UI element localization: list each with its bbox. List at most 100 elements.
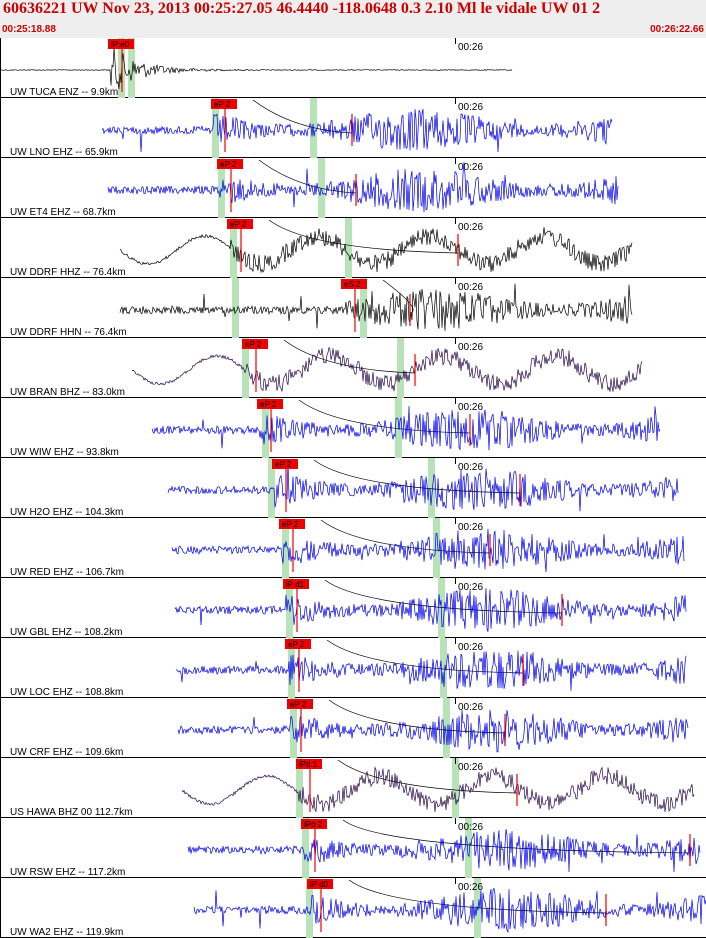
station-label: UW H2O EHZ -- 104.3km [10, 507, 123, 518]
station-label: US HAWA BHZ 00 112.7km [10, 807, 132, 818]
pick-marker[interactable] [272, 459, 298, 469]
station-label: UW LOC EHZ -- 108.8km [10, 687, 123, 698]
pick-marker[interactable] [242, 339, 268, 349]
pick-label: eP 2 [214, 100, 231, 109]
event-title: 60636221 UW Nov 23, 2013 00:25:27.05 46.… [3, 0, 601, 17]
trace-row: 00:26 eP 2 UW RED EHZ -- 106.7km [0, 518, 706, 578]
station-label: UW GBL EHZ -- 108.2km [10, 627, 122, 638]
pick-label: eP 2 [230, 220, 247, 229]
pick-marker[interactable] [307, 879, 333, 889]
travel-time-curve [258, 159, 357, 194]
waveform [187, 829, 701, 873]
travel-time-curve [342, 819, 691, 854]
phase-window [296, 758, 303, 818]
waveform [119, 283, 633, 331]
pick-marker[interactable] [296, 759, 322, 769]
minute-label: 00:26 [458, 882, 483, 893]
phase-window [443, 698, 450, 758]
trace-row: 00:26 eP 2 UW ET4 EHZ -- 68.7km [0, 158, 706, 218]
pick-label: iPd 1 [299, 760, 318, 769]
waveform [181, 766, 695, 813]
phase-window [318, 158, 325, 218]
trace-row: 00:26 eP 2 UW CRF EHZ -- 109.6km [0, 698, 706, 758]
pick-label: iP d0 [310, 880, 329, 889]
phase-window [232, 278, 239, 338]
end-time: 00:26:22.66 [650, 24, 704, 35]
pick-label: iP d1 [286, 580, 305, 589]
phase-window [242, 338, 249, 398]
travel-time-curve [283, 339, 416, 374]
minute-label: 00:26 [458, 702, 483, 713]
phase-window [282, 518, 289, 578]
phase-window [306, 878, 313, 938]
station-label: UW RED EHZ -- 106.7km [10, 567, 124, 578]
header-bar: 60636221 UW Nov 23, 2013 00:25:27.05 46.… [0, 0, 706, 38]
minute-label: 00:26 [458, 342, 483, 353]
trace-row: 00:26 eP 2 UW BRAN BHZ -- 83.0km [0, 338, 706, 398]
trace-row: 00:26 eP 2 UW DDRF HHZ -- 76.4km [0, 218, 706, 278]
travel-time-curve [320, 519, 491, 554]
station-label: UW WIW EHZ -- 93.8km [10, 447, 119, 458]
pick-label: eP 2 [282, 520, 299, 529]
pick-marker[interactable] [217, 159, 243, 169]
waveform [193, 887, 706, 934]
phase-window [218, 158, 225, 218]
travel-time-curve [268, 219, 459, 254]
travel-time-curve [337, 759, 518, 794]
trace-row: 00:26 iPd 1 US HAWA BHZ 00 112.7km [0, 758, 706, 818]
waveform [151, 406, 661, 451]
phase-window [428, 458, 435, 518]
waveform [101, 108, 613, 153]
pick-marker[interactable] [341, 279, 367, 289]
phase-window [262, 398, 269, 458]
pick-marker[interactable] [283, 579, 309, 589]
phase-window [452, 758, 459, 818]
phase-window [465, 818, 472, 878]
pick-marker[interactable] [301, 819, 327, 829]
travel-time-curve [324, 579, 563, 614]
pick-marker[interactable] [285, 639, 311, 649]
minute-label: 00:26 [458, 762, 483, 773]
phase-window [440, 638, 447, 698]
station-label: UW RSW EHZ -- 117.2km [10, 867, 125, 878]
trace-row: 00:26 iP d0 UW WA2 EHZ -- 119.9km [0, 878, 706, 938]
minute-label: 00:26 [458, 462, 483, 473]
waveform [175, 650, 687, 691]
pick-label: eP 2 [245, 340, 262, 349]
pick-label: eP 2 [220, 160, 237, 169]
station-label: UW TUCA ENZ -- 9.9km [10, 87, 118, 98]
pick-marker[interactable] [108, 39, 134, 49]
minute-label: 00:26 [458, 522, 483, 533]
station-label: UW CRF EHZ -- 109.6km [10, 747, 123, 758]
pick-label: eP 2 [275, 460, 292, 469]
station-label: UW ET4 EHZ -- 68.7km [10, 207, 116, 218]
waveform [174, 588, 687, 632]
pick-marker[interactable] [257, 399, 283, 409]
pick-label: iPd 2 [304, 820, 323, 829]
phase-window [302, 818, 309, 878]
minute-label: 00:26 [458, 402, 483, 413]
phase-window [128, 38, 135, 98]
trace-row: 00:26 iP:e0 UW TUCA ENZ -- 9.9km [0, 38, 706, 98]
waveform [0, 47, 513, 90]
travel-time-curve [313, 459, 521, 494]
phase-window [433, 518, 440, 578]
station-label: UW BRAN BHZ -- 83.0km [10, 387, 125, 398]
phase-window [290, 698, 297, 758]
station-label: UW LNO EHZ -- 65.9km [10, 147, 118, 158]
waveform [177, 709, 689, 753]
trace-row: 00:26 eP 2 UW WIW EHZ -- 93.8km [0, 398, 706, 458]
waveform [119, 227, 633, 274]
pick-marker[interactable] [211, 99, 237, 109]
pick-marker[interactable] [279, 519, 305, 529]
trace-row: 00:26 iPd 2 UW RSW EHZ -- 117.2km [0, 818, 706, 878]
phase-window [397, 338, 404, 398]
pick-marker[interactable] [227, 219, 253, 229]
minute-label: 00:26 [458, 42, 483, 53]
pick-marker[interactable] [287, 699, 313, 709]
pick-label: eS 2 [344, 280, 361, 289]
phase-window [345, 218, 352, 278]
pick-label: eP 2 [288, 640, 305, 649]
trace-row: 00:26 eP 2 UW H2O EHZ -- 104.3km [0, 458, 706, 518]
start-time: 00:25:18.88 [2, 24, 56, 35]
